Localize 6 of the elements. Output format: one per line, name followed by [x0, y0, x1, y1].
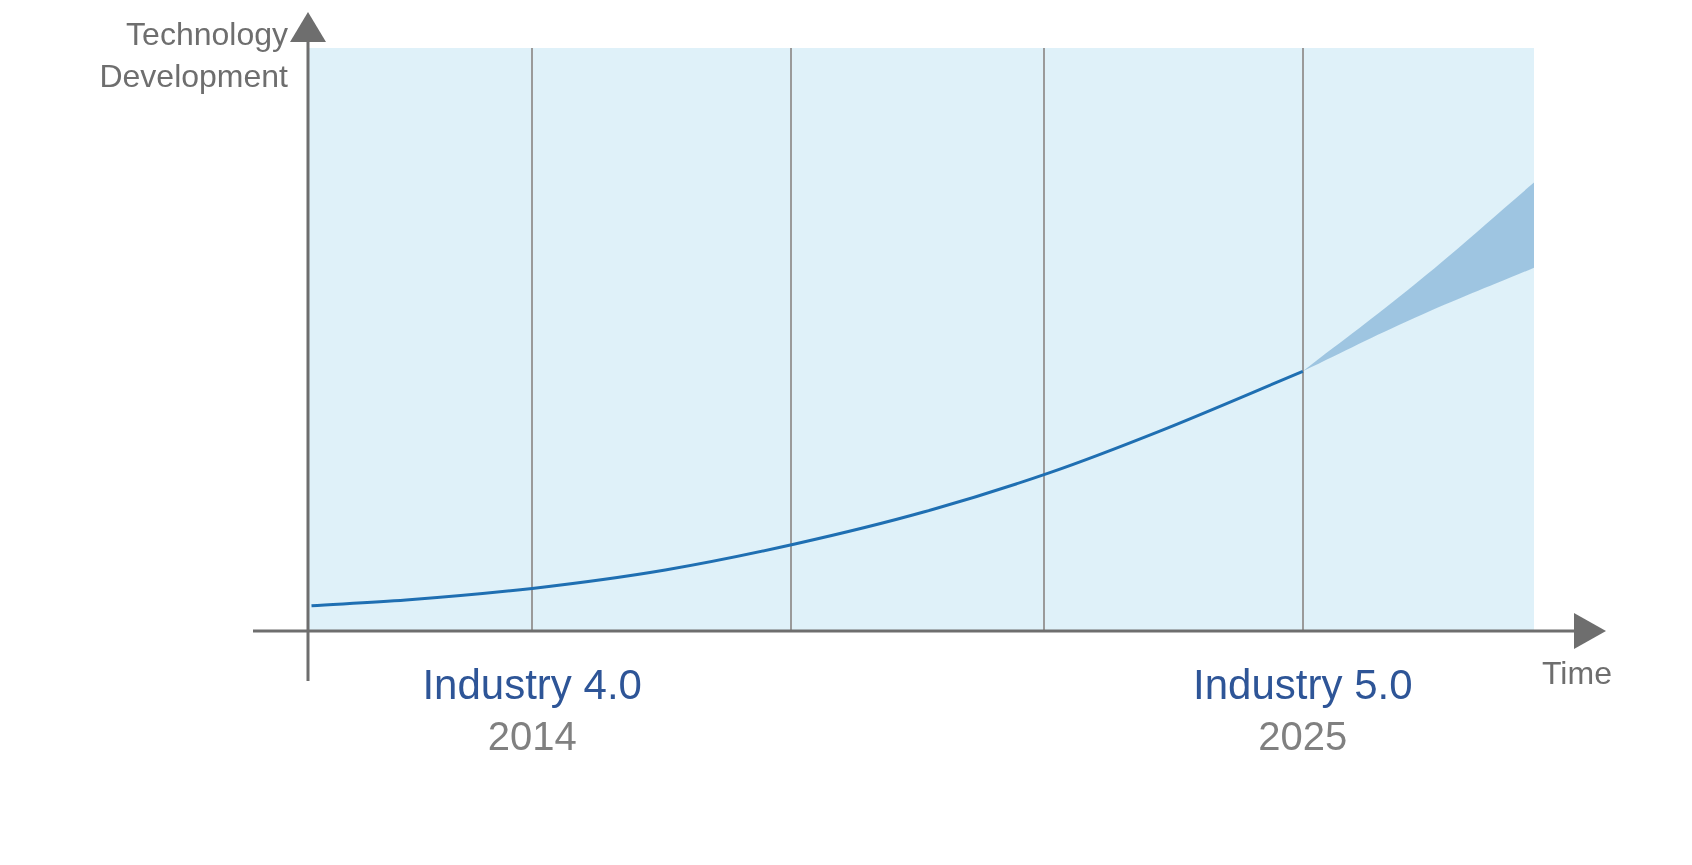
x-axis-title: Time [1542, 654, 1612, 691]
x-tick-label: 2025 [1258, 714, 1348, 759]
text: Technology Development [99, 15, 289, 94]
text: Industry 5.0 [1193, 660, 1413, 708]
text: Industry 4.0 [422, 660, 642, 708]
x-tick-label: 2014 [487, 714, 577, 759]
